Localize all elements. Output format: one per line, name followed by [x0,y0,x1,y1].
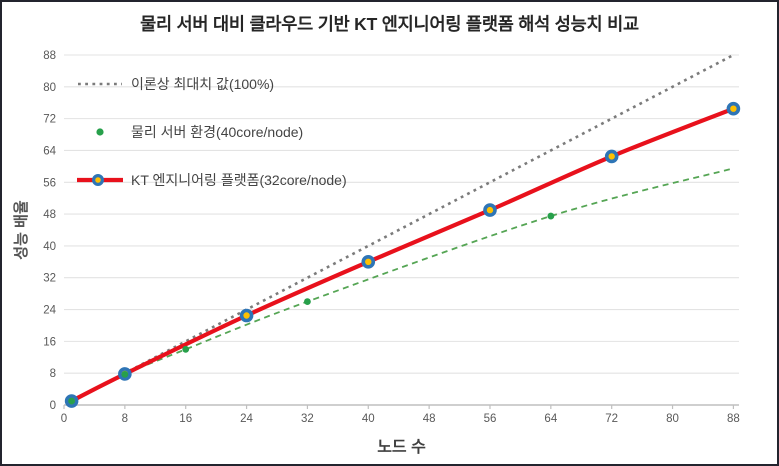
svg-text:48: 48 [423,413,436,425]
green-dot-sample-icon [76,123,124,141]
kt-data-point-marker [239,308,254,323]
chart-title: 물리 서버 대비 클라우드 기반 KT 엔지니어링 플랫폼 해석 성능치 비교 [140,14,639,34]
dotted-line-sample-icon [76,75,124,93]
legend-item-physical-server: 물리 서버 환경(40core/node) [76,120,347,144]
physical-data-point-dot [68,397,76,405]
svg-text:64: 64 [544,413,557,425]
svg-text:88: 88 [43,50,56,62]
physical-data-point-dot [182,345,190,353]
y-axis-tick-labels: 0 8 16 24 32 40 48 56 64 72 80 88 [43,50,56,412]
kt-data-point-marker [483,203,497,217]
svg-text:8: 8 [122,413,128,425]
svg-text:72: 72 [605,413,618,425]
svg-text:40: 40 [43,241,56,253]
legend-label: KT 엔지니어링 플랫폼(32core/node) [131,172,347,188]
svg-text:48: 48 [43,209,56,221]
svg-text:56: 56 [484,413,497,425]
red-line-marker-sample-icon [76,171,124,189]
x-axis-tick-labels: 0 8 16 24 32 40 48 56 64 72 80 88 [61,413,740,425]
legend-label: 물리 서버 환경(40core/node) [131,124,304,140]
svg-text:0: 0 [50,400,56,412]
svg-text:16: 16 [43,336,56,348]
physical-data-point-dot [304,298,311,305]
svg-text:0: 0 [61,413,67,425]
svg-text:32: 32 [43,273,56,285]
legend: 이론상 최대치 값(100%) 물리 서버 환경(40core/node) KT… [76,72,347,216]
svg-text:64: 64 [43,145,56,157]
svg-text:72: 72 [43,114,56,126]
svg-text:56: 56 [43,177,56,189]
kt-data-point-marker [604,149,619,164]
legend-item-kt-platform: KT 엔지니어링 플랫폼(32core/node) [76,168,347,192]
kt-data-point-marker [726,101,741,116]
physical-server-points [68,212,555,405]
theoretical-max-line [71,53,735,403]
legend-label: 이론상 최대치 값(100%) [131,76,275,92]
svg-text:32: 32 [301,413,314,425]
x-axis-tick-marks [63,405,734,409]
svg-text:40: 40 [362,413,375,425]
svg-text:24: 24 [240,413,253,425]
y-axis-title: 성능 배율 [13,200,30,260]
svg-text:80: 80 [666,413,679,425]
svg-text:16: 16 [179,413,192,425]
kt-data-point-marker [361,255,376,269]
svg-text:80: 80 [43,82,56,94]
physical-data-point-dot [121,370,129,378]
svg-text:24: 24 [43,305,56,317]
svg-text:8: 8 [50,368,56,380]
x-axis-title: 노드 수 [377,439,426,456]
svg-text:88: 88 [727,413,740,425]
physical-data-point-dot [547,212,555,220]
legend-item-theoretical-max: 이론상 최대치 값(100%) [76,72,347,96]
